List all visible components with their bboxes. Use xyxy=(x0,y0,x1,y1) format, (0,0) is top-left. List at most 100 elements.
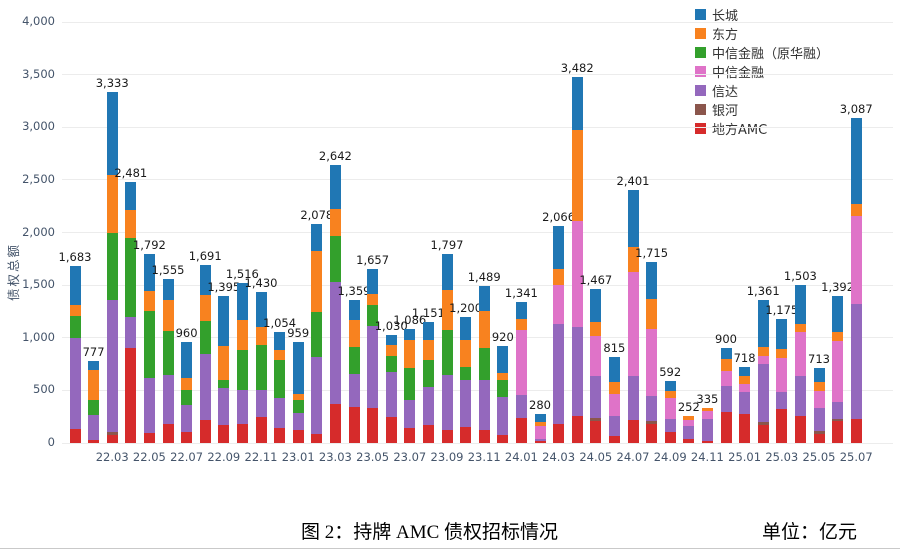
grid-line xyxy=(62,389,893,391)
bar-segment-长城 xyxy=(181,341,193,379)
bar-segment-信达 xyxy=(274,398,286,429)
bar-segment-东方 xyxy=(69,305,81,317)
legend-item: 东方 xyxy=(695,24,829,43)
bar-segment-银河 xyxy=(106,432,118,435)
bar-segment-东方 xyxy=(422,339,434,360)
bar-segment-地方AMC xyxy=(739,414,751,443)
bar-segment-地方AMC xyxy=(218,425,230,443)
bar-segment-长城 xyxy=(776,319,788,350)
bar-value-label: 1,200 xyxy=(449,300,483,315)
bar-segment-中信金融 xyxy=(571,220,583,328)
x-tick-label: 24.11 xyxy=(690,450,724,464)
bar-segment-中信金融（原华融） xyxy=(143,311,155,379)
grid-line xyxy=(62,21,893,23)
bar-value-label: 1,797 xyxy=(430,237,464,252)
bar-value-label: 1,792 xyxy=(132,238,166,253)
bar-segment-地方AMC xyxy=(534,441,546,443)
bar-segment-长城 xyxy=(794,284,806,325)
x-tick-label: 23.09 xyxy=(430,450,464,464)
bar-segment-东方 xyxy=(478,311,490,349)
bar-segment-中信金融 xyxy=(720,370,732,386)
bar-segment-地方AMC xyxy=(236,423,248,443)
legend-label: 长城 xyxy=(712,9,739,24)
x-tick-label: 25.05 xyxy=(802,450,836,464)
bar-value-label: 713 xyxy=(808,351,830,366)
bar-segment-东方 xyxy=(720,359,732,371)
bar-segment-长城 xyxy=(720,348,732,360)
bar-segment-地方AMC xyxy=(106,434,118,443)
x-tick-label: 22.09 xyxy=(207,450,241,464)
bar-segment-东方 xyxy=(274,349,286,360)
bar-segment-长城 xyxy=(162,279,174,300)
bar-segment-信达 xyxy=(367,326,379,409)
y-tick-label: 500 xyxy=(33,382,55,397)
bar-segment-中信金融 xyxy=(757,355,769,365)
bar-segment-信达 xyxy=(832,402,844,419)
bar-segment-长城 xyxy=(125,181,137,210)
bar-segment-银河 xyxy=(832,418,844,421)
bar-segment-信达 xyxy=(125,316,137,349)
x-tick-label: 24.09 xyxy=(653,450,687,464)
bar-segment-东方 xyxy=(404,339,416,369)
bar-segment-东方 xyxy=(329,209,341,237)
bar-value-label: 2,642 xyxy=(318,148,352,163)
bar-segment-长城 xyxy=(218,296,230,346)
bar-segment-东方 xyxy=(199,294,211,322)
bar-segment-信达 xyxy=(255,389,267,417)
bar-segment-地方AMC xyxy=(813,434,825,443)
legend-item: 地方AMC xyxy=(695,119,829,138)
bar-segment-地方AMC xyxy=(385,416,397,443)
bar-segment-信达 xyxy=(571,327,583,416)
bar-segment-信达 xyxy=(311,356,323,434)
plot-area: 债权总额 长城 东方 中信金融（原华融） 中信金融 信达 银河 地方AMC 0 500 1,00… xyxy=(6,5,893,464)
bar-value-label: 1,430 xyxy=(244,276,278,291)
x-tick-label: 23.07 xyxy=(393,450,427,464)
x-tick-label: 23.05 xyxy=(356,450,390,464)
legend-swatch-信达 xyxy=(695,85,706,96)
bar-segment-地方AMC xyxy=(404,428,416,443)
bar-segment-地方AMC xyxy=(329,403,341,443)
bar-segment-中信金融 xyxy=(627,272,639,376)
y-tick-label: 2,000 xyxy=(22,224,55,239)
bar-segment-长城 xyxy=(664,380,676,391)
bar-value-label: 3,087 xyxy=(839,102,873,117)
bar-segment-信达 xyxy=(88,414,100,440)
bar-segment-东方 xyxy=(757,347,769,356)
bar-segment-中信金融（原华融） xyxy=(460,366,472,380)
bar-segment-东方 xyxy=(88,369,100,400)
bar-segment-信达 xyxy=(813,407,825,431)
bar-segment-中信金融（原华融） xyxy=(199,321,211,354)
legend-item: 信达 xyxy=(695,81,829,100)
bar-segment-东方 xyxy=(292,394,304,400)
bar-segment-东方 xyxy=(143,291,155,312)
legend-item: 长城 xyxy=(695,5,829,24)
legend-swatch-地方AMC xyxy=(695,123,706,134)
bar-segment-长城 xyxy=(329,164,341,210)
grid-line xyxy=(62,442,893,444)
bar-segment-中信金融（原华融） xyxy=(329,236,341,283)
legend-swatch-东方 xyxy=(695,28,706,39)
bar-segment-地方AMC xyxy=(683,439,695,443)
bar-segment-地方AMC xyxy=(627,419,639,443)
x-tick-label: 23.03 xyxy=(318,450,352,464)
legend-item: 银河 xyxy=(695,100,829,119)
bar-value-label: 2,078 xyxy=(300,208,334,223)
bar-value-label: 1,341 xyxy=(504,285,538,300)
bar-value-label: 1,359 xyxy=(337,283,371,298)
bar-value-label: 280 xyxy=(529,397,551,412)
bar-segment-地方AMC xyxy=(460,426,472,443)
bar-segment-信达 xyxy=(683,426,695,440)
bar-segment-地方AMC xyxy=(367,408,379,443)
bar-value-label: 920 xyxy=(491,330,514,345)
bar-value-label: 718 xyxy=(733,351,756,366)
bar-segment-长城 xyxy=(590,288,602,322)
bar-value-label: 1,361 xyxy=(746,283,780,298)
bar-segment-长城 xyxy=(274,332,286,350)
bar-segment-长城 xyxy=(850,118,862,204)
bar-segment-地方AMC xyxy=(850,419,862,443)
bar-value-label: 1,467 xyxy=(579,272,613,287)
bar-segment-长城 xyxy=(106,92,118,175)
legend-swatch-长城 xyxy=(695,9,706,20)
grid-line xyxy=(62,232,893,233)
